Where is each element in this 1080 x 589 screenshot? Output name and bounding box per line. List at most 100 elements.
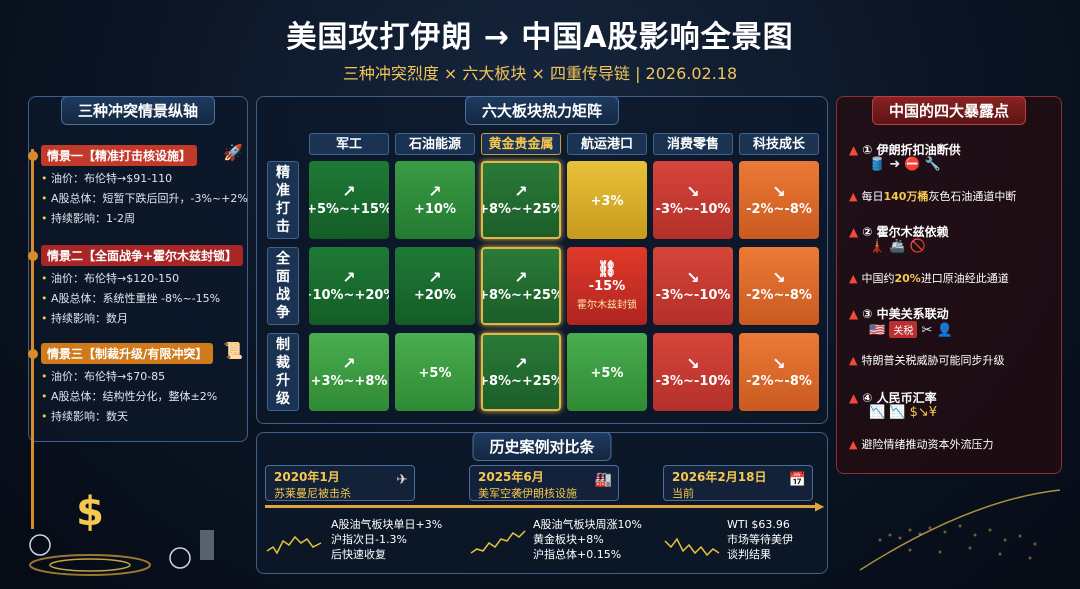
- warning-icon: ▲: [849, 438, 858, 451]
- sparkline-chart: [266, 535, 322, 555]
- row-header: 精准打击: [267, 161, 299, 239]
- scenario-tag: 情景二【全面战争+霍尔木兹封锁】: [41, 245, 244, 266]
- matrix-panel: 六大板块热力矩阵 军工 石油能源 黄金贵金属 航运港口 消费零售 科技成长精准打击全面战争…: [256, 96, 828, 424]
- exposure-item-4: ▲ ④ 人民币汇率 📉 📉 $↘¥ ▲ 避险情绪推动资本外流压力: [849, 389, 1055, 452]
- trend-arrow-icon: ↗: [514, 267, 528, 287]
- factory-icon: 🏭: [594, 472, 612, 488]
- warning-icon: ▲: [849, 190, 858, 203]
- history-detail-line: A股油气板块周涨10%: [533, 518, 642, 531]
- heatmap-cell: ↘ -2%~-8%: [739, 333, 819, 411]
- scenario-tag: 情景一【精准打击核设施】: [41, 145, 198, 166]
- column-header: 石油能源: [395, 133, 475, 155]
- scenario-panel-title: 三种冲突情景纵轴: [60, 96, 216, 125]
- column-header: 黄金贵金属: [481, 133, 561, 155]
- heatmap-cell: ↗ +8%~+25%: [481, 333, 561, 411]
- column-header: 航运港口: [567, 133, 647, 155]
- exposure-head: ④ 人民币汇率: [862, 391, 937, 405]
- history-detail-line: 市场等待美伊: [727, 533, 793, 546]
- exposure-desc-pre: 每日: [861, 190, 884, 203]
- scenario-2: 情景二【全面战争+霍尔木兹封锁】 油价：布伦特→$120-150 A股总体：系统…: [28, 245, 244, 326]
- heatmap-cell: +5%: [395, 333, 475, 411]
- scenario-ashare: A股总体：短暂下跌后回升，-3%~+2%: [41, 190, 248, 206]
- scissors-icon: ✂: [921, 323, 933, 338]
- heatmap-cell: ↘ -3%~-10%: [653, 247, 733, 325]
- history-detail-line: A股油气板块单日+3%: [331, 518, 443, 531]
- history-timeline: [265, 505, 821, 508]
- calendar-icon: 📅: [788, 472, 806, 488]
- cell-value: +10%~+20%: [309, 287, 389, 303]
- exposure-desc-post: 灰色石油通道中断: [928, 190, 1017, 203]
- currency-down-icon: 📉 📉 $↘¥: [869, 405, 938, 420]
- history-details-2: A股油气板块周涨10% 黄金板块+8% 沪指总体+0.15%: [533, 517, 642, 562]
- scenario-duration: 持续影响：1-2周: [41, 210, 243, 226]
- trend-arrow-icon: ↘: [772, 353, 786, 373]
- warning-icon: ▲: [849, 225, 859, 239]
- heatmap-cell: ↘ -3%~-10%: [653, 333, 733, 411]
- heatmap-cell: ↗ +8%~+25%: [481, 161, 561, 239]
- scenario-ashare: A股总体：结构性分化，整体±2%: [41, 388, 243, 404]
- trend-arrow-icon: ↘: [772, 181, 786, 201]
- exposure-item-3: ▲ ③ 中美关系联动 🇺🇸 关税 ✂ 👤 ▲ 特朗普关税威胁可能同步升级: [849, 305, 1055, 368]
- sparkline-chart: [664, 537, 720, 557]
- exposure-item-1: ▲ ① 伊朗折扣油断供 🛢️ ➜ ⛔ 🔧 ▲ 每日140万桶灰色石油通道中断: [849, 141, 1055, 204]
- history-date: 2020年1月: [274, 470, 340, 484]
- cell-value: -3%~-10%: [655, 287, 731, 303]
- cell-value: -15%: [588, 279, 626, 294]
- history-card-2: 2025年6月 美军空袭伊朗核设施 🏭: [469, 465, 619, 501]
- cell-value: -2%~-8%: [746, 373, 812, 389]
- heatmap-cell: ↗ +20%: [395, 247, 475, 325]
- scenario-panel: 三种冲突情景纵轴 情景一【精准打击核设施】 🚀 油价：布伦特→$91-110 A…: [28, 96, 248, 529]
- heatmap-cell: ↗ +10%: [395, 161, 475, 239]
- exposure-item-2: ▲ ② 霍尔木兹依赖 🗼 🚢 🚫 ▲ 中国约20%进口原油经此通道: [849, 223, 1055, 286]
- trend-arrow-icon: ↗: [514, 353, 528, 373]
- row-header: 全面战争: [267, 247, 299, 325]
- exposure-head: ② 霍尔木兹依赖: [862, 225, 949, 239]
- sparkline-chart: [470, 530, 526, 554]
- history-detail-line: 沪指次日-1.3%: [331, 533, 407, 546]
- exposure-desc-post: 特朗普关税威胁可能同步升级: [861, 354, 1005, 367]
- history-detail-line: 谈判结果: [727, 548, 771, 561]
- cell-value: +8%~+25%: [481, 373, 561, 389]
- exposure-panel-title: 中国的四大暴露点: [871, 96, 1027, 125]
- cell-value: +20%: [413, 287, 456, 303]
- matrix-panel-title: 六大板块热力矩阵: [464, 96, 620, 125]
- history-event: 美军空袭伊朗核设施: [478, 487, 577, 500]
- cell-value: -2%~-8%: [746, 201, 812, 217]
- cell-value: +5%: [590, 365, 624, 381]
- heatmap-cell: ↘ -2%~-8%: [739, 247, 819, 325]
- exposure-desc-highlight: 20%: [894, 272, 921, 285]
- exposure-panel: 中国的四大暴露点 ▲ ① 伊朗折扣油断供 🛢️ ➜ ⛔ 🔧 ▲ 每日140万桶灰色石…: [836, 96, 1062, 474]
- history-detail-line: 沪指总体+0.15%: [533, 548, 622, 561]
- timeline-arrow-icon: ▶: [815, 499, 825, 513]
- tanker-ship-icon: 🗼 🚢 🚫: [869, 239, 926, 254]
- cell-value: -3%~-10%: [655, 201, 731, 217]
- exposure-desc-pre: 中国约: [861, 272, 895, 285]
- heatmap-cell: ↗ +5%~+15%: [309, 161, 389, 239]
- history-details-3: WTI $63.96 市场等待美伊 谈判结果: [727, 517, 793, 562]
- page-subtitle: 三种冲突烈度 × 六大板块 × 四重传导链 | 2026.02.18: [342, 64, 738, 83]
- timeline-dot: [28, 349, 38, 359]
- history-event: 当前: [672, 487, 694, 500]
- cell-value: +5%: [418, 365, 452, 381]
- us-flag-icon: 🇺🇸: [869, 323, 886, 338]
- exposure-head: ① 伊朗折扣油断供: [862, 143, 961, 157]
- person-icon: 👤: [936, 323, 953, 338]
- cell-value: -3%~-10%: [655, 373, 731, 389]
- heatmap-cell: ↘ -3%~-10%: [653, 161, 733, 239]
- cell-value: +3%: [590, 193, 624, 209]
- cell-value: +3%~+8%: [310, 373, 388, 389]
- column-header: 消费零售: [653, 133, 733, 155]
- warning-icon: ▲: [849, 272, 858, 285]
- history-detail-line: WTI $63.96: [727, 518, 790, 531]
- heatmap-cell: ↗ +8%~+25%: [481, 247, 561, 325]
- history-date: 2025年6月: [478, 470, 544, 484]
- column-header: 军工: [309, 133, 389, 155]
- column-header: 科技成长: [739, 133, 819, 155]
- trend-arrow-icon: ↘: [686, 353, 700, 373]
- cell-note: 霍尔木兹封锁: [577, 300, 637, 311]
- timeline-dot: [28, 251, 38, 261]
- scenario-oil: 油价：布伦特→$70-85: [41, 368, 243, 384]
- cell-value: -2%~-8%: [746, 287, 812, 303]
- scenario-ashare: A股总体：系统性重挫 -8%~-15%: [41, 290, 243, 306]
- scenario-oil: 油价：布伦特→$120-150: [41, 270, 243, 286]
